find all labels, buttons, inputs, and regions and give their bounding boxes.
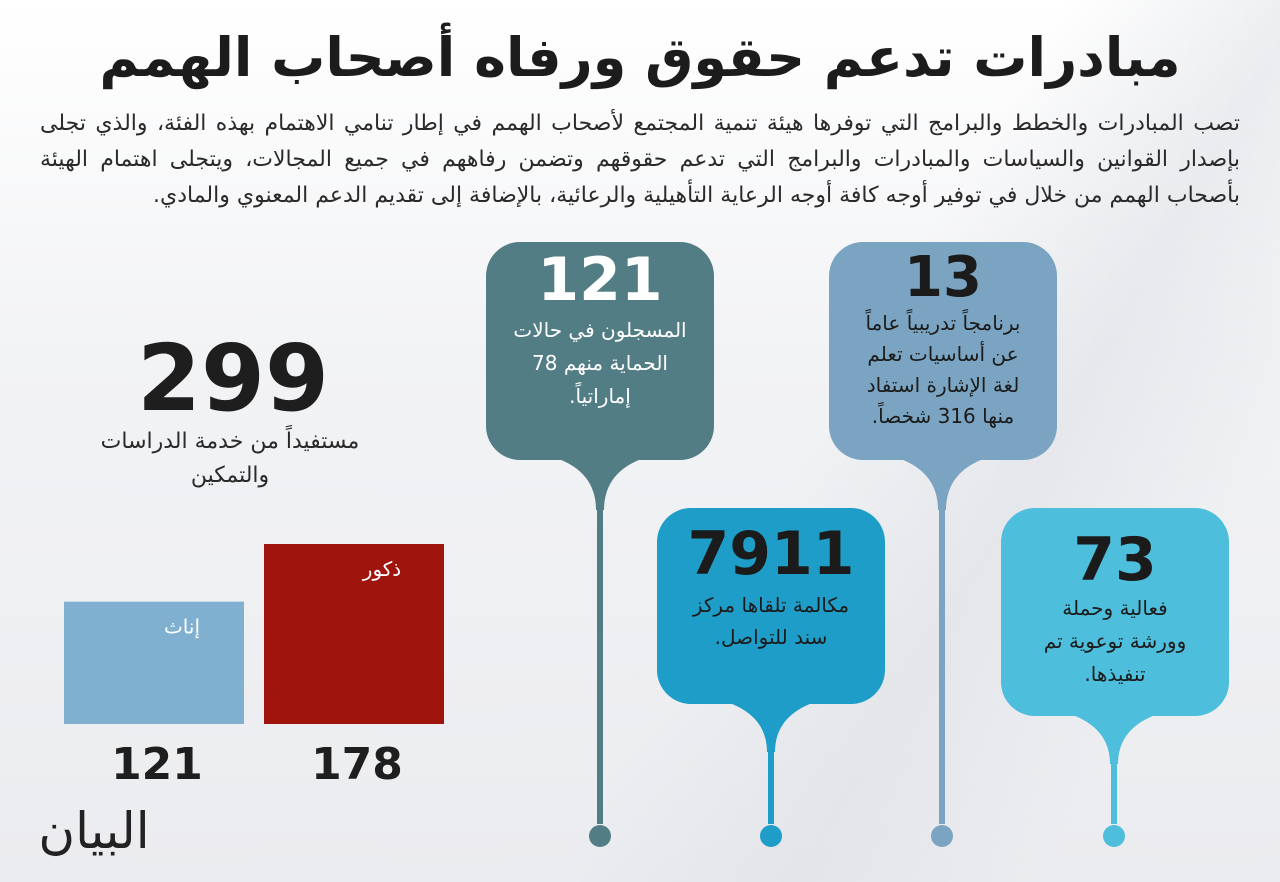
callout-text-line: تنفيذها. xyxy=(1084,662,1145,686)
callout-tail xyxy=(1070,714,1158,764)
callout-text-line: برنامجاً تدريبياً عاماً xyxy=(865,309,1020,335)
callout-tail xyxy=(898,458,986,510)
callout-calls: 7911 مكالمة تلقاها مركز سند للتواصل. xyxy=(657,508,885,847)
callout-value: 13 xyxy=(904,245,982,310)
gender-bar-chart: إناث 121 ذكور 178 xyxy=(64,544,444,790)
callout-bubble xyxy=(657,508,885,704)
callout-text-line: مكالمة تلقاها مركز xyxy=(692,593,849,617)
callout-bubble xyxy=(829,242,1057,460)
callout-text-line: وورشة توعوية تم xyxy=(1044,629,1187,653)
intro-paragraph: تصب المبادرات والخطط والبرامج التي توفره… xyxy=(40,111,1240,208)
callout-tail xyxy=(727,702,815,752)
callout-bubble xyxy=(1001,508,1229,716)
callout-end-dot xyxy=(1103,825,1125,847)
page-title: مبادرات تدعم حقوق ورفاه أصحاب الهمم xyxy=(99,26,1181,89)
callout-protection: 121 المسجلون في حالات الحماية منهم 78 إمارا… xyxy=(486,242,714,847)
callout-text-line: لغة الإشارة استفاد xyxy=(867,373,1020,397)
callout-text-line: عن أساسيات تعلم xyxy=(867,341,1018,366)
callout-text-line: المسجلون في حالات xyxy=(513,318,686,343)
callout-end-dot xyxy=(931,825,953,847)
bar-category-label: ذكور xyxy=(362,557,401,581)
callout-text-line: منها 316 شخصاً. xyxy=(872,402,1014,428)
callout-end-dot xyxy=(760,825,782,847)
callout-text-line: سند للتواصل. xyxy=(715,625,828,649)
callout-text-line: إماراتياً. xyxy=(569,382,631,409)
beneficiaries-caption-line: مستفيداً من خدمة الدراسات xyxy=(101,424,360,454)
beneficiaries-caption-line: والتمكين xyxy=(191,463,269,488)
callout-value: 73 xyxy=(1073,525,1157,595)
bar-male xyxy=(264,544,444,724)
bar-value-label: 121 xyxy=(111,739,203,790)
callout-value: 7911 xyxy=(688,519,855,589)
callout-value: 121 xyxy=(537,245,662,315)
bar-category-label: إناث xyxy=(164,615,200,640)
callout-text-line: الحماية منهم 78 xyxy=(532,351,668,375)
bar-female xyxy=(64,601,244,724)
callout-group: 121 المسجلون في حالات الحماية منهم 78 إمارا… xyxy=(486,242,1229,847)
newspaper-logo: البيان xyxy=(38,802,150,860)
beneficiaries-total: 299 xyxy=(137,325,329,432)
callout-end-dot xyxy=(589,825,611,847)
bar-value-label: 178 xyxy=(311,739,403,790)
callout-tail xyxy=(556,458,644,510)
callout-text-line: فعالية وحملة xyxy=(1062,596,1167,620)
callout-bubble xyxy=(486,242,714,460)
